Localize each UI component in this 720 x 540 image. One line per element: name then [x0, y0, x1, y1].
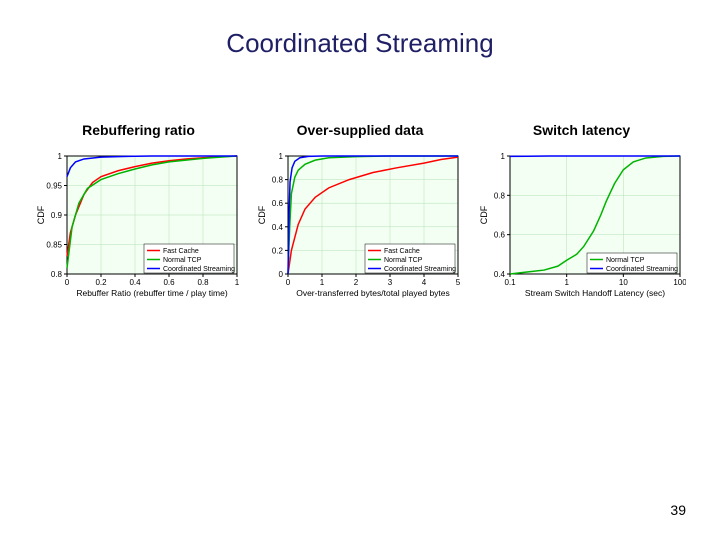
chart-col-0: Rebuffering ratio 00.20.40.60.810.80.850… — [32, 122, 245, 300]
svg-text:0: 0 — [279, 270, 284, 279]
svg-text:1: 1 — [564, 278, 569, 287]
svg-text:Stream Switch Handoff Latency: Stream Switch Handoff Latency (sec) — [524, 288, 664, 298]
svg-text:0.8: 0.8 — [197, 278, 209, 287]
svg-text:Normal TCP: Normal TCP — [163, 257, 202, 264]
chart-heading-2: Switch latency — [533, 122, 630, 138]
svg-text:Fast Cache: Fast Cache — [163, 248, 199, 255]
svg-text:1: 1 — [234, 278, 239, 287]
svg-text:3: 3 — [388, 278, 393, 287]
chart-oversupplied: 0 1 2 3 4 5 0 0.2 0.4 0.6 0.8 1 CDF Over-transferred … — [256, 150, 464, 300]
svg-text:4: 4 — [422, 278, 427, 287]
svg-text:0.1: 0.1 — [504, 278, 516, 287]
svg-text:1: 1 — [320, 278, 325, 287]
svg-text:CDF: CDF — [36, 205, 46, 224]
chart-col-1: Over-supplied data 0 1 2 3 4 5 0 0.2 0.4 0.6 0.8 1 C… — [254, 122, 467, 300]
svg-text:0.4: 0.4 — [493, 270, 505, 279]
svg-text:0.9: 0.9 — [50, 211, 62, 220]
svg-text:0.6: 0.6 — [272, 199, 284, 208]
svg-text:0.6: 0.6 — [493, 231, 505, 240]
svg-text:0: 0 — [64, 278, 69, 287]
svg-text:0.4: 0.4 — [129, 278, 141, 287]
svg-text:CDF: CDF — [479, 205, 489, 224]
svg-text:0.6: 0.6 — [163, 278, 175, 287]
chart-rebuffering: 0 0.2 0.4 0.6 0.8 1 0.8 0.85 0.9 0.95 1 CDF Rebuffer… — [35, 150, 243, 300]
svg-text:Coordinated Streaming: Coordinated Streaming — [606, 266, 678, 273]
chart-heading-0: Rebuffering ratio — [82, 122, 195, 138]
svg-text:1: 1 — [279, 152, 284, 161]
svg-text:Normal TCP: Normal TCP — [606, 257, 645, 264]
svg-text:Normal TCP: Normal TCP — [384, 257, 423, 264]
svg-text:0.4: 0.4 — [272, 223, 284, 232]
svg-text:CDF: CDF — [257, 205, 267, 224]
svg-text:0.85: 0.85 — [46, 241, 62, 250]
svg-text:0.8: 0.8 — [493, 191, 505, 200]
svg-text:2: 2 — [354, 278, 359, 287]
svg-text:Fast Cache: Fast Cache — [384, 248, 420, 255]
page-number: 39 — [670, 502, 686, 518]
svg-text:0.95: 0.95 — [46, 182, 62, 191]
svg-text:0: 0 — [286, 278, 291, 287]
svg-text:0.2: 0.2 — [272, 246, 284, 255]
slide-title: Coordinated Streaming — [0, 28, 720, 59]
svg-text:5: 5 — [456, 278, 461, 287]
svg-text:0.8: 0.8 — [272, 176, 284, 185]
svg-text:Over-transferred bytes/total p: Over-transferred bytes/total played byte… — [296, 288, 450, 298]
svg-text:0.8: 0.8 — [50, 270, 62, 279]
svg-text:Coordinated Streaming: Coordinated Streaming — [163, 266, 235, 273]
svg-text:1: 1 — [500, 152, 505, 161]
chart-heading-1: Over-supplied data — [297, 122, 424, 138]
charts-row: Rebuffering ratio 00.20.40.60.810.80.850… — [32, 122, 688, 300]
svg-text:Coordinated Streaming: Coordinated Streaming — [384, 266, 456, 273]
svg-text:100: 100 — [673, 278, 686, 287]
chart-col-2: Switch latency 0.1 1 10 100 0.4 0.6 0.8 1 CDF Str… — [475, 122, 688, 300]
svg-text:10: 10 — [618, 278, 627, 287]
svg-text:1: 1 — [57, 152, 62, 161]
svg-text:Rebuffer Ratio (rebuffer time: Rebuffer Ratio (rebuffer time / play tim… — [76, 288, 228, 298]
chart-switchlatency: 0.1 1 10 100 0.4 0.6 0.8 1 CDF Stream Switch Hand… — [478, 150, 686, 300]
svg-text:0.2: 0.2 — [95, 278, 107, 287]
